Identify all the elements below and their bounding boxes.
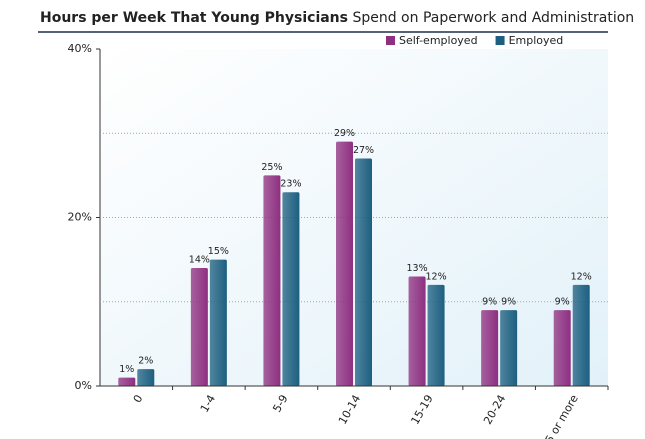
value-label: 12% xyxy=(426,271,447,282)
legend-label: Self-employed xyxy=(399,34,478,47)
x-tick-label: 1-4 xyxy=(198,393,218,415)
bar xyxy=(408,276,426,386)
bar xyxy=(118,377,136,386)
value-label: 15% xyxy=(208,246,229,257)
y-tick-label: 0% xyxy=(75,379,92,392)
value-label: 23% xyxy=(280,179,301,190)
bar xyxy=(553,310,571,386)
chart-title: Hours per Week That Young Physicians Spe… xyxy=(40,10,634,26)
value-label: 29% xyxy=(334,128,355,139)
legend-swatch xyxy=(386,36,395,45)
value-label: 25% xyxy=(261,162,282,173)
title-rest: Spend on Paperwork and Administration xyxy=(352,10,634,26)
bar xyxy=(190,268,208,386)
legend-swatch xyxy=(495,36,505,45)
bar xyxy=(481,310,499,386)
y-tick-label: 40% xyxy=(68,42,92,55)
value-label: 9% xyxy=(501,297,516,308)
value-label: 13% xyxy=(407,263,428,274)
x-tick-label: 25 or more xyxy=(539,392,581,439)
value-label: 27% xyxy=(353,145,374,156)
value-label: 12% xyxy=(571,271,592,282)
value-label: 2% xyxy=(138,356,153,367)
bar xyxy=(137,369,155,386)
title-bold: Hours per Week That Young Physicians xyxy=(40,10,348,26)
value-label: 14% xyxy=(189,255,210,266)
x-tick-label: 0 xyxy=(131,393,146,406)
x-tick-label: 20-24 xyxy=(481,392,508,426)
x-tick-label: 5-9 xyxy=(270,393,290,415)
bar xyxy=(355,158,372,386)
bar xyxy=(336,141,353,386)
bar xyxy=(572,284,590,386)
value-label: 9% xyxy=(555,297,570,308)
bar xyxy=(263,175,281,386)
bar xyxy=(427,284,445,386)
value-label: 9% xyxy=(482,297,497,308)
legend-label: Employed xyxy=(509,34,564,47)
bar xyxy=(500,310,518,386)
plot-area xyxy=(100,49,608,386)
bar xyxy=(209,259,227,386)
y-tick-label: 20% xyxy=(68,211,92,224)
x-tick-label: 15-19 xyxy=(409,393,436,427)
bar xyxy=(282,192,300,386)
x-tick-label: 10-14 xyxy=(336,393,363,427)
value-label: 1% xyxy=(119,364,134,375)
